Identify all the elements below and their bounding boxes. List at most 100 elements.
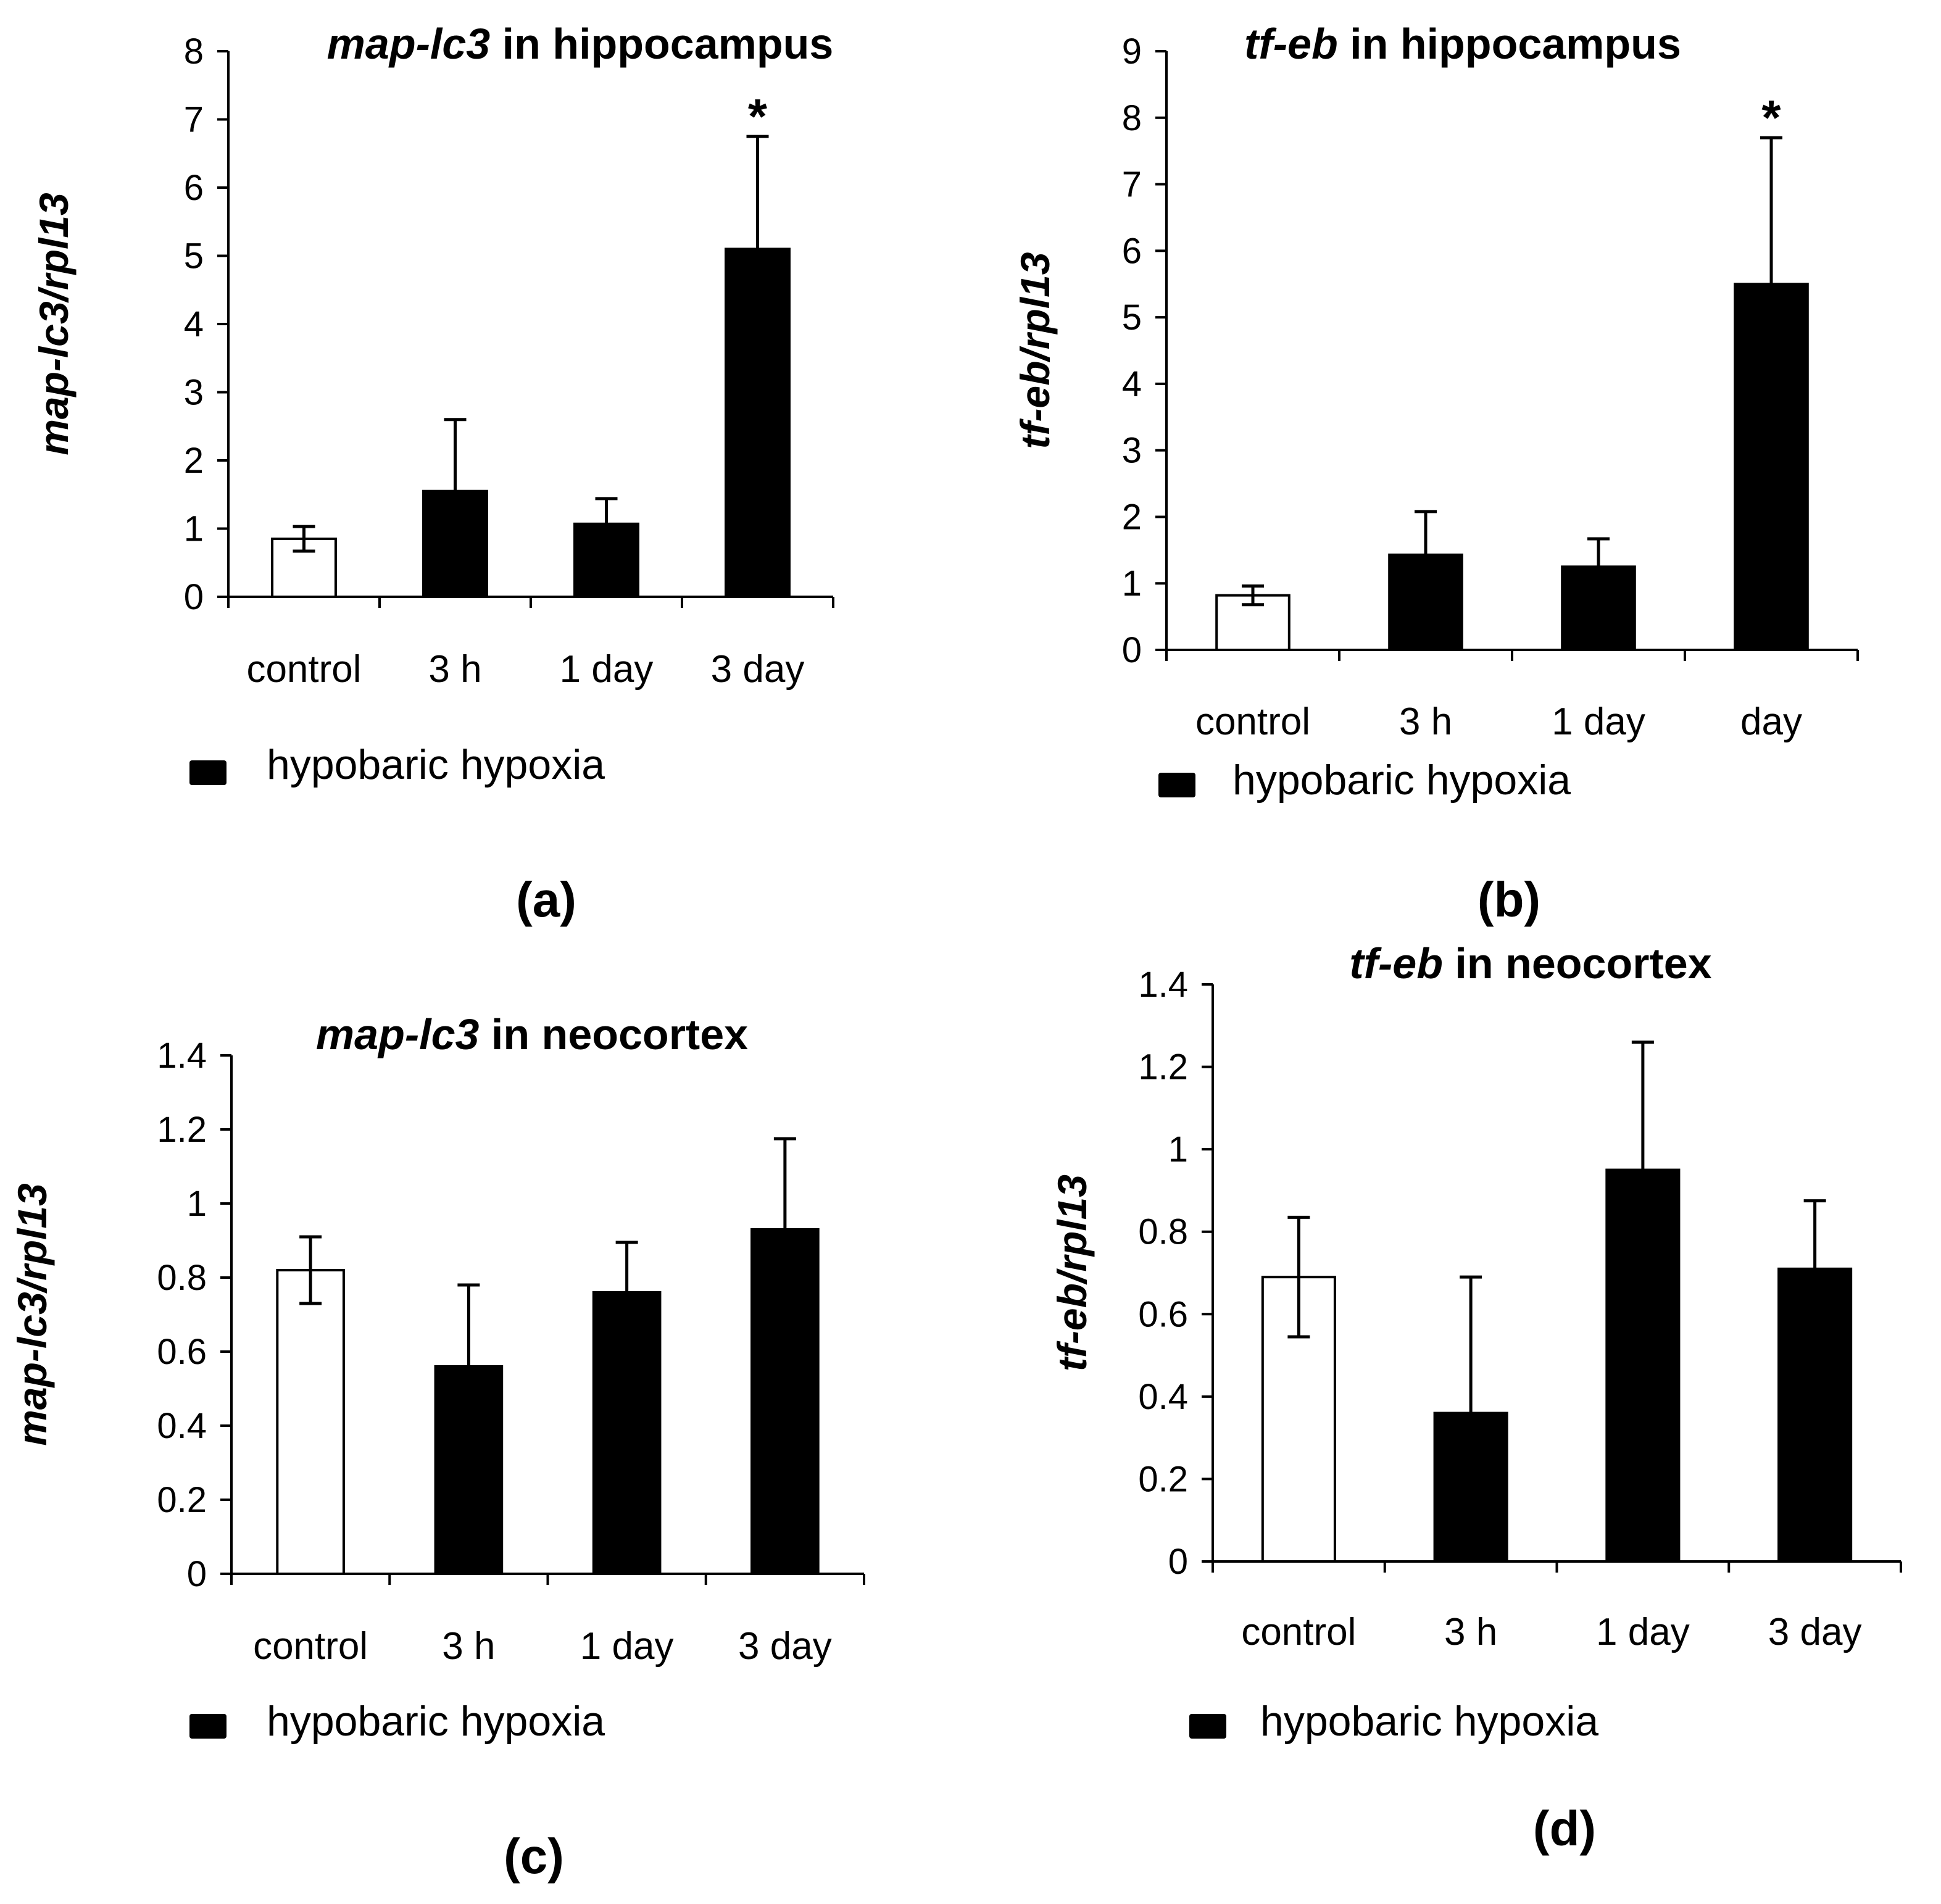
bar-3 — [1605, 1168, 1681, 1563]
legend-label: hypobaric hypoxia — [267, 1698, 605, 1745]
y-tick-label: 1.4 — [1138, 965, 1188, 1005]
chart-title-gene: tf-eb — [1349, 939, 1443, 987]
bar-3 — [592, 1291, 662, 1575]
x-tick-label: control — [1241, 1611, 1356, 1653]
y-tick-label: 0.4 — [157, 1406, 207, 1446]
legend-swatch — [189, 1714, 227, 1739]
chart-title: tf-eb in neocortex — [1349, 939, 1711, 987]
y-axis-label: tf-eb/rpl13 — [1049, 1174, 1095, 1371]
y-tick-label: 4 — [184, 304, 204, 344]
y-tick-label: 0.2 — [157, 1480, 207, 1520]
y-tick-label: 1.2 — [157, 1110, 207, 1150]
x-tick-label: 3 h — [1399, 700, 1452, 743]
chart-panel-b: tf-eb in hippocampus tf-eb/rpl13 0 1 2 3 4 5 6 7 8… — [1012, 20, 1859, 927]
significance-marker: * — [1761, 90, 1781, 145]
y-tick-label: 5 — [1122, 297, 1142, 338]
bar-4 — [1777, 1267, 1853, 1563]
bar-1 — [271, 538, 337, 599]
chart-title-region: in neocortex — [1443, 939, 1712, 987]
bar-4 — [1734, 283, 1809, 651]
y-axis-label: map-lc3/rpl13 — [31, 193, 77, 455]
bar-2 — [1388, 553, 1463, 652]
y-tick-label: 2 — [184, 441, 204, 481]
chart-panel-d: tf-eb in neocortex tf-eb/rpl13 0 0.2 0.4 0.6 0… — [1049, 939, 1902, 1856]
y-tick-label: 1 — [1168, 1129, 1188, 1170]
chart-title: map-lc3 in neocortex — [316, 1010, 748, 1058]
y-tick-label: 6 — [184, 168, 204, 208]
chart-title-region: in hippocampus — [1338, 20, 1681, 68]
legend-label: hypobaric hypoxia — [267, 741, 605, 788]
x-tick-label: control — [1195, 700, 1310, 743]
legend-swatch — [189, 760, 227, 785]
panel-label: (b) — [1478, 872, 1540, 927]
panel-label: (d) — [1533, 1801, 1596, 1856]
chart-title-gene: tf-eb — [1244, 20, 1338, 68]
chart-title-region: in hippocampus — [490, 20, 833, 68]
y-tick-label: 8 — [184, 31, 204, 72]
y-axis-label: map-lc3/rpl13 — [9, 1183, 55, 1446]
x-tick-label: 3 day — [711, 648, 805, 691]
y-tick-label: 0 — [1168, 1542, 1188, 1582]
x-tick-label: 3 day — [1768, 1611, 1862, 1653]
bar-2 — [1433, 1411, 1508, 1563]
y-tick-label: 6 — [1122, 231, 1142, 271]
bar-1 — [276, 1269, 345, 1575]
y-tick-label: 7 — [184, 100, 204, 140]
legend-label: hypobaric hypoxia — [1260, 1698, 1598, 1745]
y-tick-label: 1.4 — [157, 1036, 207, 1076]
x-tick-label: day — [1740, 700, 1802, 743]
panel-label: (c) — [504, 1829, 564, 1884]
y-tick-label: 0.2 — [1138, 1459, 1188, 1499]
x-tick-label: control — [246, 648, 361, 691]
y-tick-label: 0 — [187, 1554, 207, 1594]
significance-marker: * — [748, 89, 768, 144]
x-tick-label: 3 h — [428, 648, 481, 691]
y-tick-label: 8 — [1122, 98, 1142, 138]
bar-4 — [750, 1228, 820, 1575]
x-tick-label: control — [253, 1625, 368, 1668]
legend-swatch — [1158, 773, 1195, 797]
x-tick-label: 3 day — [738, 1625, 832, 1668]
legend-swatch — [1189, 1714, 1226, 1739]
chart-title-gene: map-lc3 — [327, 20, 491, 68]
panel-label: (a) — [516, 872, 576, 927]
y-tick-label: 3 — [1122, 431, 1142, 471]
chart-title: map-lc3 in hippocampus — [327, 20, 834, 68]
y-tick-label: 0 — [1122, 630, 1142, 670]
x-tick-label: 1 day — [560, 648, 654, 691]
bar-1 — [1261, 1276, 1336, 1563]
chart-title-region: in neocortex — [479, 1010, 748, 1058]
y-tick-label: 1 — [184, 509, 204, 549]
y-tick-label: 5 — [184, 236, 204, 276]
x-tick-label: 1 day — [1596, 1611, 1690, 1653]
bar-4 — [725, 247, 791, 598]
y-tick-label: 2 — [1122, 497, 1142, 537]
bar-2 — [422, 489, 488, 598]
y-tick-label: 1.2 — [1138, 1047, 1188, 1087]
y-tick-label: 0.6 — [157, 1332, 207, 1372]
x-tick-label: 1 day — [580, 1625, 674, 1668]
y-tick-label: 0.8 — [157, 1258, 207, 1298]
y-tick-label: 9 — [1122, 31, 1142, 72]
chart-title: tf-eb in hippocampus — [1244, 20, 1681, 68]
y-axis-label: tf-eb/rpl13 — [1012, 252, 1058, 449]
bar-2 — [434, 1365, 504, 1575]
x-tick-label: 1 day — [1552, 700, 1645, 743]
y-tick-label: 0.4 — [1138, 1377, 1188, 1417]
legend-label: hypobaric hypoxia — [1232, 757, 1571, 804]
bar-3 — [573, 522, 639, 599]
y-tick-label: 0 — [184, 577, 204, 617]
chart-panel-a: map-lc3 in hippocampus map-lc3/rpl13 0 1 2 3 4… — [31, 20, 834, 927]
y-tick-label: 7 — [1122, 165, 1142, 205]
chart-title-gene: map-lc3 — [316, 1010, 480, 1058]
y-tick-label: 3 — [184, 373, 204, 413]
x-tick-label: 3 h — [1444, 1611, 1497, 1653]
x-tick-label: 3 h — [442, 1625, 495, 1668]
bar-3 — [1561, 565, 1636, 651]
y-tick-label: 0.6 — [1138, 1294, 1188, 1334]
chart-panel-c: map-lc3 in neocortex map-lc3/rpl13 0 0.2 0.4… — [9, 1010, 865, 1884]
y-tick-label: 0.8 — [1138, 1212, 1188, 1252]
y-tick-label: 1 — [1122, 563, 1142, 604]
y-tick-label: 1 — [187, 1184, 207, 1224]
